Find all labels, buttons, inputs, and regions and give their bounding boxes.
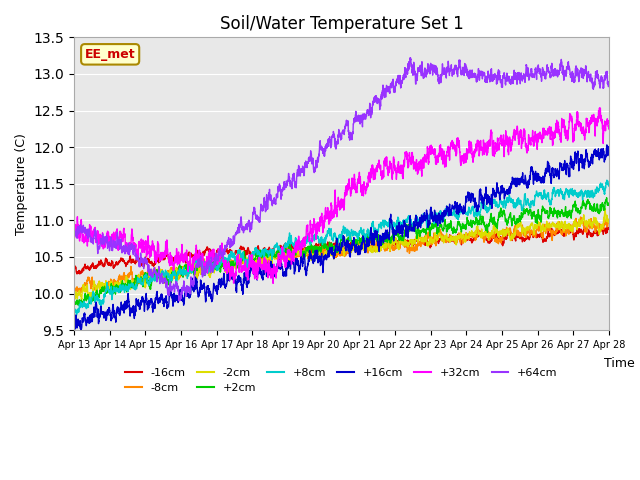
Title: Soil/Water Temperature Set 1: Soil/Water Temperature Set 1 [220,15,463,33]
-16cm [76,271,84,277]
+8cm [605,183,612,189]
+16cm [77,328,85,334]
+2cm [185,267,193,273]
+16cm [554,168,562,174]
+64cm [605,81,612,86]
+64cm [175,298,183,303]
Legend: -16cm, -8cm, -2cm, +2cm, +8cm, +16cm, +32cm, +64cm: -16cm, -8cm, -2cm, +2cm, +8cm, +16cm, +3… [121,363,562,398]
-16cm [554,229,562,235]
+32cm [394,164,401,169]
+64cm [185,288,193,293]
-8cm [577,214,584,220]
+2cm [554,207,562,213]
-8cm [605,220,612,226]
+8cm [603,177,611,183]
Y-axis label: Temperature (C): Temperature (C) [15,133,28,235]
+2cm [70,301,78,307]
-16cm [580,223,588,229]
+16cm [70,320,78,326]
+16cm [185,292,193,298]
+64cm [70,226,78,232]
-2cm [185,264,193,270]
+32cm [269,280,277,286]
-8cm [220,258,227,264]
-16cm [605,225,612,230]
+2cm [605,202,612,207]
-16cm [605,226,612,231]
+32cm [596,105,604,111]
+8cm [185,271,193,276]
Line: -16cm: -16cm [74,226,609,274]
+8cm [70,309,78,315]
+32cm [554,121,562,127]
+64cm [554,68,562,74]
-16cm [220,249,227,254]
+32cm [185,259,193,265]
+64cm [220,247,227,253]
-2cm [554,221,562,227]
+8cm [605,182,612,188]
Line: +2cm: +2cm [74,198,609,307]
-8cm [77,290,84,296]
-2cm [394,243,401,249]
Line: +8cm: +8cm [74,180,609,315]
+2cm [394,230,401,236]
+2cm [77,304,84,310]
+32cm [403,156,411,162]
Line: +64cm: +64cm [74,58,609,300]
+2cm [403,224,411,230]
+64cm [403,71,411,76]
-8cm [185,269,193,275]
Text: EE_met: EE_met [85,48,136,61]
-2cm [605,220,612,226]
+8cm [403,218,411,224]
-2cm [70,294,78,300]
+16cm [394,225,401,230]
+32cm [605,126,612,132]
-16cm [70,267,78,273]
-8cm [554,227,562,232]
X-axis label: Time: Time [604,357,635,370]
+64cm [605,79,612,84]
+32cm [70,231,78,237]
-2cm [601,206,609,212]
-2cm [77,297,85,302]
-8cm [403,243,411,249]
+16cm [403,227,411,232]
+16cm [605,144,612,149]
Line: -8cm: -8cm [74,217,609,293]
+8cm [73,312,81,318]
+64cm [394,76,401,82]
+8cm [220,256,227,262]
-8cm [394,243,401,249]
Line: +32cm: +32cm [74,108,609,283]
+16cm [603,142,611,148]
+2cm [220,265,227,271]
+16cm [220,274,227,279]
Line: -2cm: -2cm [74,209,609,300]
-8cm [70,288,78,294]
Line: +16cm: +16cm [74,145,609,331]
+32cm [605,125,612,131]
-16cm [394,240,401,246]
+2cm [605,202,612,207]
+2cm [603,195,611,201]
+16cm [605,147,612,153]
-2cm [605,217,612,223]
-16cm [403,240,411,246]
+8cm [554,188,562,194]
-16cm [185,250,193,256]
+32cm [220,258,227,264]
+64cm [406,55,414,60]
-2cm [403,242,411,248]
-2cm [220,262,227,268]
-8cm [605,217,612,223]
+8cm [394,219,401,225]
